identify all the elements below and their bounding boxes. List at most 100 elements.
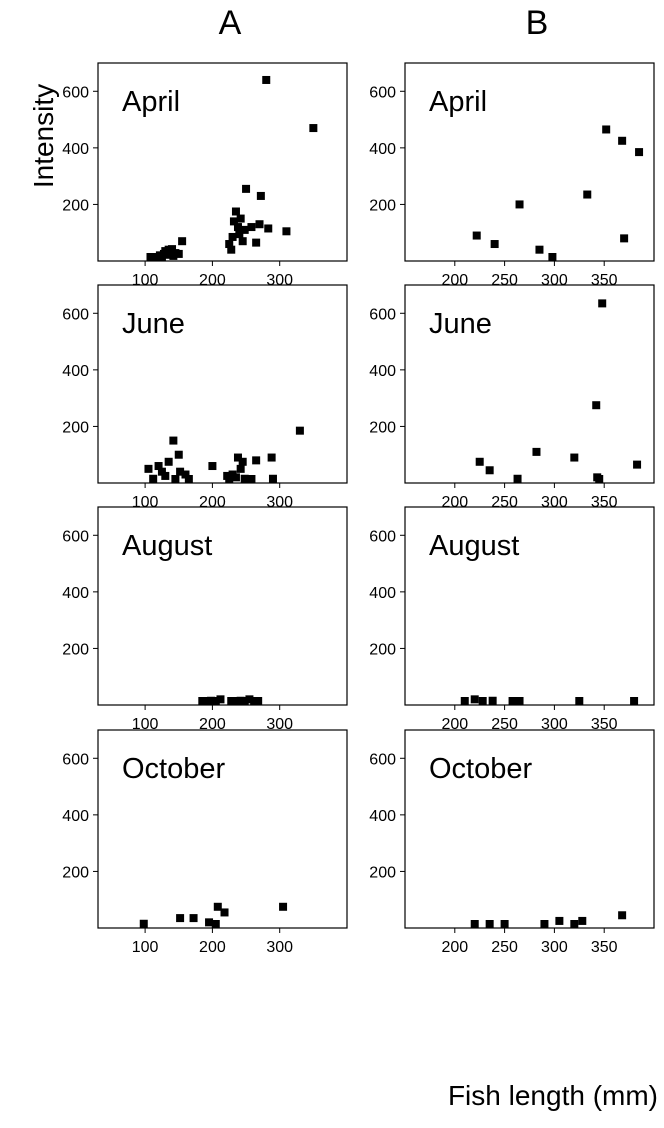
- data-point: [157, 467, 166, 476]
- data-point: [220, 908, 229, 917]
- data-point: [252, 238, 261, 247]
- data-point: [513, 474, 522, 483]
- x-tick-label: 250: [491, 494, 518, 511]
- x-tick-label: 300: [541, 494, 568, 511]
- y-tick-label: 600: [369, 751, 396, 768]
- y-tick-label: 400: [369, 141, 396, 158]
- data-point: [309, 124, 318, 133]
- data-point: [247, 475, 256, 483]
- y-tick-label: 200: [369, 641, 396, 658]
- data-point: [184, 475, 193, 483]
- y-tick-label: 200: [62, 864, 89, 881]
- data-point: [189, 914, 198, 923]
- data-point: [295, 426, 304, 435]
- x-tick-label: 200: [199, 272, 226, 289]
- x-tick-label: 350: [591, 716, 618, 733]
- y-tick-label: 400: [369, 363, 396, 380]
- data-point: [236, 214, 245, 223]
- panel-frame: [404, 506, 655, 706]
- panel-title: June: [122, 308, 185, 340]
- data-point: [478, 697, 487, 705]
- data-point: [570, 920, 579, 928]
- panel-title: April: [122, 86, 180, 118]
- data-point: [262, 75, 271, 84]
- data-point: [205, 918, 214, 927]
- x-tick-label: 300: [266, 716, 293, 733]
- data-point: [255, 220, 264, 229]
- data-point: [279, 902, 288, 911]
- data-point: [475, 457, 484, 466]
- data-point: [213, 902, 222, 911]
- data-point: [174, 249, 183, 258]
- data-point: [174, 450, 183, 459]
- data-point: [235, 230, 244, 239]
- data-point: [236, 696, 245, 705]
- x-tick-label: 200: [441, 494, 468, 511]
- y-tick-label: 400: [369, 585, 396, 602]
- data-point: [268, 474, 277, 483]
- x-tick-label: 250: [491, 939, 518, 956]
- panel-frame: [404, 62, 655, 262]
- y-tick-label: 600: [62, 306, 89, 323]
- y-tick-label: 400: [62, 585, 89, 602]
- data-point: [630, 697, 639, 705]
- panel-frame: [404, 284, 655, 484]
- data-point: [598, 299, 607, 308]
- data-point: [635, 148, 644, 157]
- data-point: [146, 253, 155, 261]
- data-point: [555, 916, 564, 925]
- data-point: [254, 697, 263, 705]
- data-point: [176, 914, 185, 923]
- x-tick-label: 300: [541, 272, 568, 289]
- panel-b-june: June 200 400 600 200 250 300 350: [369, 284, 655, 511]
- data-point: [500, 920, 509, 928]
- data-point: [176, 467, 185, 476]
- data-point: [620, 234, 629, 243]
- data-point: [216, 695, 225, 704]
- data-point: [164, 457, 173, 466]
- data-point: [540, 920, 549, 928]
- panel-b-april: April 200 400 600 200 250 300 350: [369, 62, 655, 289]
- data-point: [460, 697, 469, 705]
- y-tick-label: 400: [62, 363, 89, 380]
- x-tick-label: 250: [491, 716, 518, 733]
- x-tick-label: 100: [132, 272, 159, 289]
- x-tick-label: 200: [441, 939, 468, 956]
- panel-a-june: June 200 400 600 100 200 300: [62, 284, 348, 511]
- y-tick-label: 400: [62, 141, 89, 158]
- panel-frame: [97, 506, 348, 706]
- data-point: [231, 473, 240, 482]
- data-point: [154, 462, 163, 471]
- data-point: [583, 190, 592, 199]
- data-point: [264, 224, 273, 233]
- panel-a-april: April 200 400 600 100 200 300: [62, 62, 348, 289]
- data-point: [240, 225, 249, 234]
- data-point: [233, 223, 242, 232]
- data-point: [231, 207, 240, 216]
- y-tick-label: 200: [369, 864, 396, 881]
- data-point: [548, 253, 557, 261]
- panel-b-october: October 200 400 600 200 250 300 350: [369, 729, 655, 956]
- data-point: [229, 217, 238, 226]
- x-tick-label: 300: [541, 939, 568, 956]
- x-tick-label: 100: [132, 716, 159, 733]
- panel-title: April: [429, 86, 487, 118]
- data-point: [162, 250, 171, 259]
- x-tick-label: 350: [591, 272, 618, 289]
- data-point: [515, 200, 524, 209]
- data-point: [592, 401, 601, 410]
- data-point: [535, 245, 544, 254]
- data-point: [243, 475, 252, 483]
- data-point: [618, 136, 627, 145]
- data-point: [198, 697, 207, 705]
- y-tick-label: 600: [369, 306, 396, 323]
- panel-a-august: August 200 400 600 100 200 300: [62, 506, 348, 733]
- panel-title: October: [429, 753, 532, 785]
- y-tick-label: 600: [369, 528, 396, 545]
- panel-title: October: [122, 753, 225, 785]
- y-tick-label: 600: [62, 84, 89, 101]
- panel-title: August: [429, 530, 519, 562]
- panel-frame: [97, 729, 348, 929]
- panel-title: August: [122, 530, 212, 562]
